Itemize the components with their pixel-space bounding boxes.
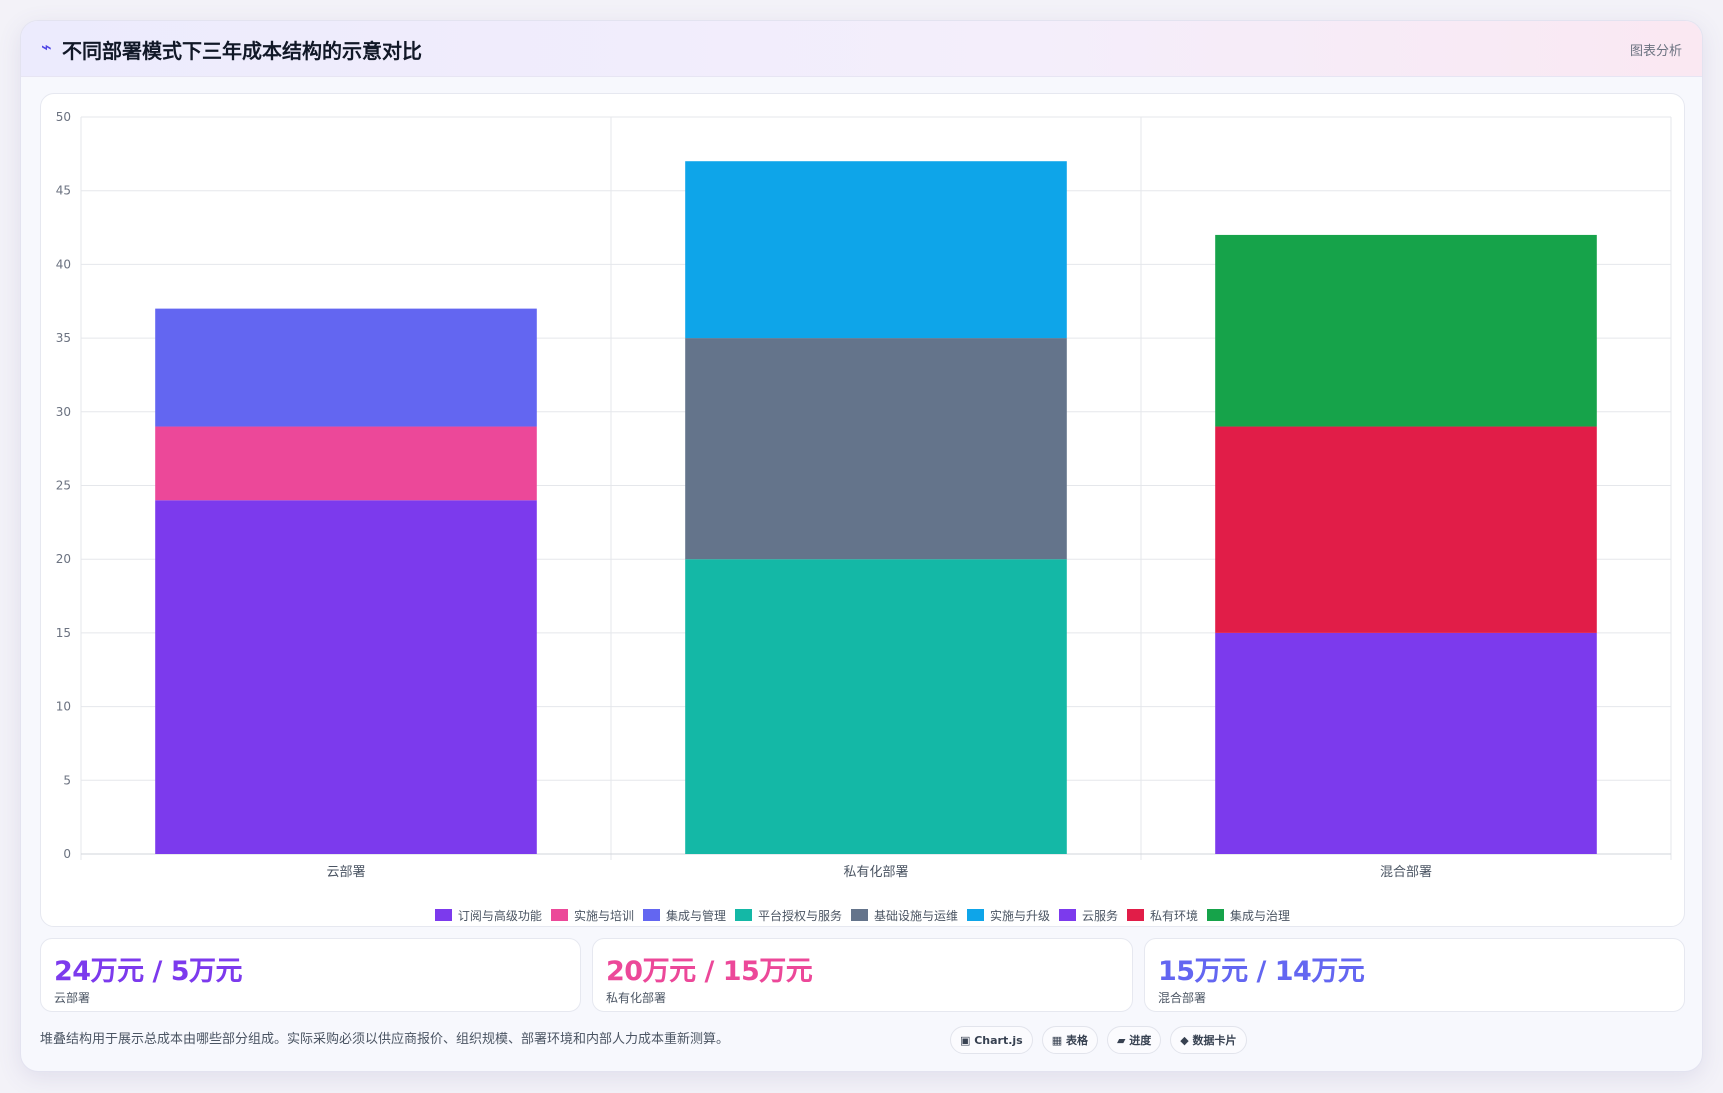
x-tick-label: 混合部署: [1380, 865, 1432, 880]
chip-chartjs[interactable]: ▣ Chart.js: [950, 1026, 1033, 1054]
card-header: ⌁ 不同部署模式下三年成本结构的示意对比 图表分析: [21, 21, 1702, 77]
legend-swatch: [1207, 909, 1225, 921]
stat-card-hybrid: 15万元 / 14万元 混合部署: [1144, 938, 1685, 1012]
page-title: 不同部署模式下三年成本结构的示意对比: [62, 39, 422, 63]
legend-label: 基础设施与运维: [873, 908, 958, 923]
bar-segment: [1215, 632, 1597, 854]
x-tick-label: 私有化部署: [843, 865, 908, 880]
stat-label: 私有化部署: [606, 991, 667, 1005]
legend-label: 平台授权与服务: [757, 908, 842, 923]
stat-card-cloud: 24万元 / 5万元 云部署: [40, 938, 581, 1012]
stat-value: 20万元 / 15万元: [606, 956, 813, 987]
chart-analysis-tag: 图表分析: [1629, 44, 1682, 59]
bar-segment: [1215, 234, 1597, 427]
chart-card: ⌁ 不同部署模式下三年成本结构的示意对比 图表分析 0 5 10 15 20 25 30 35…: [20, 20, 1703, 1072]
y-tick-label: 35: [56, 331, 71, 345]
y-tick-label: 40: [56, 257, 71, 271]
y-tick-label: 30: [56, 405, 71, 419]
legend-item[interactable]: 订阅与高级功能: [434, 907, 542, 924]
legend-label: 云服务: [1082, 908, 1119, 923]
legend-swatch: [550, 909, 568, 921]
stat-value: 24万元 / 5万元: [54, 956, 243, 987]
stacked-bar-chart: 0 5 10 15 20 25 30 35 40 45 50 云部署 私有化部署 混合部署: [56, 110, 1672, 880]
tool-chips: ▣ Chart.js ▦ 表格 ▰ 进度 ◆ 数据卡片: [950, 1026, 1247, 1054]
chip-data-card[interactable]: ◆ 数据卡片: [1170, 1026, 1247, 1054]
stat-label: 云部署: [54, 991, 91, 1005]
legend-label: 订阅与高级功能: [457, 908, 542, 923]
legend-item[interactable]: 集成与治理: [1207, 907, 1290, 924]
chart-panel: 0 5 10 15 20 25 30 35 40 45 50 云部署 私有化部署 混合部署 订阅与高级功能…: [40, 93, 1685, 927]
footnote: 堆叠结构用于展示总成本由哪些部分组成。实际采购必须以供应商报价、组织规模、部署环…: [40, 1032, 730, 1047]
legend-label: 集成与管理: [665, 908, 726, 923]
stat-cards: 24万元 / 5万元 云部署 20万元 / 15万元 私有化部署 15万元 / …: [40, 938, 1685, 1012]
legend-label: 集成与治理: [1230, 908, 1291, 923]
legend-swatch: [734, 909, 752, 921]
y-tick-label: 50: [56, 110, 71, 124]
legend-swatch: [967, 909, 984, 921]
chip-table[interactable]: ▦ 表格: [1041, 1026, 1098, 1054]
y-tick-label: 25: [56, 479, 71, 493]
legend-label: 实施与升级: [990, 908, 1051, 923]
stat-card-private: 20万元 / 15万元 私有化部署: [592, 938, 1133, 1012]
y-tick-label: 10: [56, 700, 71, 714]
legend-swatch: [1127, 909, 1145, 921]
bar-segment: [155, 500, 537, 854]
stat-value: 15万元 / 14万元: [1158, 956, 1365, 987]
legend-item[interactable]: 基础设施与运维: [850, 907, 958, 924]
y-tick-label: 15: [56, 626, 71, 640]
y-tick-label: 0: [63, 847, 71, 861]
legend-item[interactable]: 实施与升级: [967, 907, 1050, 924]
legend-item[interactable]: 云服务: [1059, 907, 1118, 924]
bar-segment: [685, 161, 1067, 339]
legend-swatch: [1059, 909, 1077, 921]
y-tick-label: 5: [63, 773, 71, 787]
legend-item[interactable]: 实施与培训: [550, 907, 634, 924]
stat-label: 混合部署: [1158, 991, 1207, 1005]
legend-swatch: [434, 909, 452, 921]
legend-item[interactable]: 平台授权与服务: [734, 907, 842, 924]
legend-swatch: [850, 909, 868, 921]
chart-legend: 订阅与高级功能 实施与培训 集成与管理 平台授权与服务 基础设施与运维 实施与升级 云服务 私…: [41, 906, 1684, 924]
bar-segment: [685, 338, 1067, 560]
legend-item[interactable]: 私有环境: [1127, 907, 1198, 924]
chip-progress[interactable]: ▰ 进度: [1106, 1026, 1162, 1054]
chart-pulse-icon: ⌁: [41, 37, 52, 58]
bar-segment: [1215, 426, 1597, 633]
legend-item[interactable]: 集成与管理: [642, 907, 726, 924]
legend-swatch: [642, 909, 660, 921]
y-tick-label: 20: [56, 552, 71, 566]
y-tick-label: 45: [56, 184, 71, 198]
bar-segment: [155, 426, 537, 501]
bar-segment: [155, 308, 537, 427]
x-tick-label: 云部署: [326, 865, 365, 880]
legend-label: 实施与培训: [573, 908, 634, 923]
bar-segment: [685, 559, 1067, 854]
legend-label: 私有环境: [1150, 908, 1199, 923]
